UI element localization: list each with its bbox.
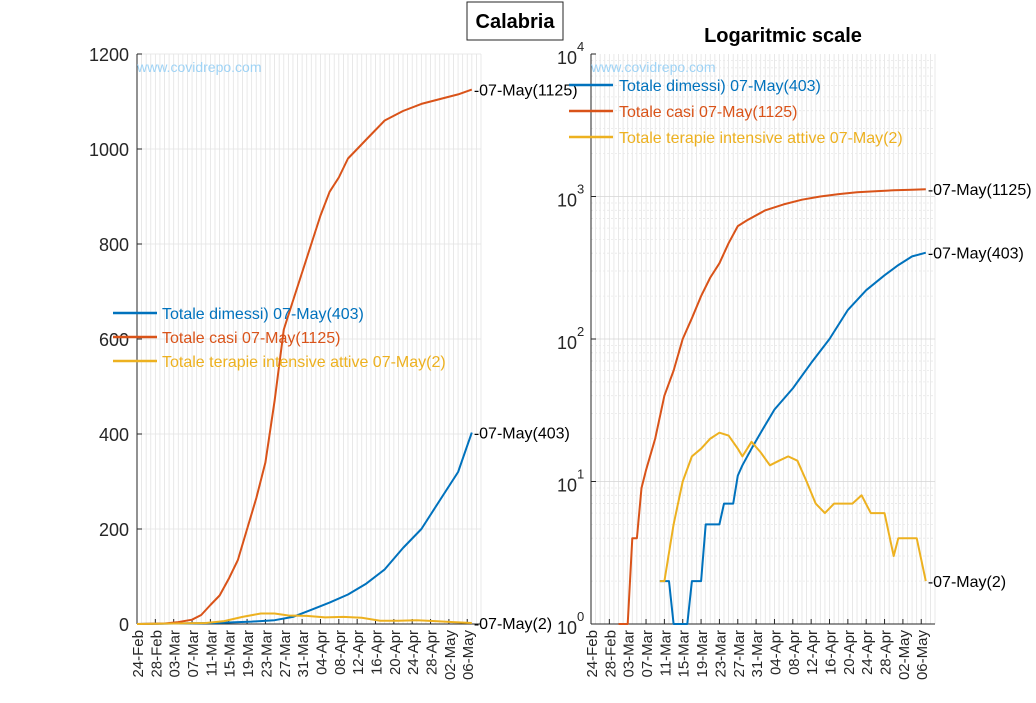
series-line-terapie [659, 431, 927, 583]
y-tick-label: 10 [557, 333, 577, 353]
x-tick-label: 03-Mar [167, 630, 184, 678]
x-tick-label: 20-Apr [387, 630, 404, 675]
x-tick-label: 28-Apr [878, 630, 895, 675]
watermark: www.covidrepo.com [136, 59, 262, 75]
x-tick-label: 27-Mar [277, 630, 294, 678]
series-line-casi [136, 88, 473, 625]
y-tick-label: 1000 [89, 140, 129, 160]
watermark: www.covidrepo.com [590, 59, 716, 75]
series-line-terapie [136, 612, 472, 625]
series-end-label: -07-May(2) [928, 574, 1006, 591]
x-tick-label: 15-Mar [222, 630, 239, 678]
x-tick-label: 24-Apr [859, 630, 876, 675]
x-tick-label: 12-Apr [350, 630, 367, 675]
x-tick-label: 24-Feb [584, 630, 601, 678]
legend-label: Totale terapie intensive attive 07-May(2… [162, 354, 446, 371]
x-tick-label: 20-Apr [841, 630, 858, 675]
x-tick-label: 11-Mar [657, 630, 674, 676]
y-tick-exponent: 1 [577, 467, 584, 482]
y-tick-exponent: 0 [577, 609, 584, 624]
x-tick-label: 06-May [460, 630, 477, 681]
y-tick-base: 10 [557, 48, 577, 68]
x-tick-label: 08-Apr [332, 630, 349, 675]
series-end-label: -07-May(2) [474, 616, 552, 633]
series-line-dimessi [659, 251, 927, 625]
y-tick-base: 10 [557, 476, 577, 496]
series-end-label: -07-May(1125) [474, 83, 578, 100]
x-tick-label: 31-Mar [295, 630, 312, 678]
x-tick-label: 07-Mar [185, 630, 202, 678]
x-tick-label: 28-Feb [602, 630, 619, 678]
chart-title: Logaritmic scale [704, 25, 862, 47]
legend-label: Totale terapie intensive attive 07-May(2… [619, 130, 903, 147]
y-tick-base: 10 [557, 333, 577, 353]
x-tick-label: 12-Apr [804, 630, 821, 675]
y-tick-label: 10 [557, 476, 577, 496]
legend-label: Totale casi 07-May(1125) [619, 104, 797, 121]
x-tick-label: 24-Feb [130, 630, 147, 678]
legend-label: Totale casi 07-May(1125) [162, 330, 340, 347]
x-tick-label: 16-Apr [369, 630, 386, 675]
y-tick-label: 800 [99, 235, 129, 255]
x-tick-label: 27-Mar [731, 630, 748, 678]
x-tick-label: 11-Mar [203, 630, 220, 676]
series-line-dimessi [136, 432, 473, 625]
y-tick-exponent: 4 [577, 39, 584, 54]
y-tick-label: 0 [119, 615, 129, 635]
y-tick-label: 1200 [89, 45, 129, 65]
y-tick-exponent: 3 [577, 182, 584, 197]
y-tick-label: 600 [99, 330, 129, 350]
x-tick-label: 16-Apr [823, 630, 840, 675]
x-tick-label: 28-Feb [148, 630, 165, 678]
legend-label: Totale dimessi) 07-May(403) [619, 78, 821, 95]
y-tick-label: 10 [557, 48, 577, 68]
suptitle-box [466, 1, 564, 41]
y-tick-label: 10 [557, 191, 577, 211]
x-tick-label: 15-Mar [676, 630, 693, 678]
y-tick-label: 200 [99, 520, 129, 540]
series-line-casi [618, 188, 926, 625]
x-tick-label: 02-May [442, 630, 459, 681]
y-tick-label: 10 [557, 618, 577, 638]
x-tick-label: 28-Apr [424, 630, 441, 675]
y-tick-base: 10 [557, 618, 577, 638]
x-tick-label: 19-Mar [240, 630, 257, 678]
y-tick-label: 400 [99, 425, 129, 445]
x-tick-label: 04-Apr [767, 630, 784, 675]
x-tick-label: 19-Mar [694, 630, 711, 678]
series-end-label: -07-May(403) [928, 246, 1024, 263]
x-tick-label: 07-Mar [639, 630, 656, 678]
x-tick-label: 04-Apr [313, 630, 330, 675]
y-tick-base: 10 [557, 191, 577, 211]
x-tick-label: 31-Mar [749, 630, 766, 678]
x-tick-label: 08-Apr [786, 630, 803, 675]
x-tick-label: 03-Mar [621, 630, 638, 678]
series-end-label: -07-May(1125) [928, 182, 1032, 199]
x-tick-label: 24-Apr [405, 630, 422, 675]
x-tick-label: 02-May [896, 630, 913, 681]
series-end-label: -07-May(403) [474, 426, 570, 443]
y-tick-exponent: 2 [577, 324, 584, 339]
legend-label: Totale dimessi) 07-May(403) [162, 306, 364, 323]
suptitle: Calabria [476, 11, 556, 33]
x-tick-label: 23-Mar [712, 630, 729, 678]
x-tick-label: 23-Mar [258, 630, 275, 678]
x-tick-label: 06-May [914, 630, 931, 681]
